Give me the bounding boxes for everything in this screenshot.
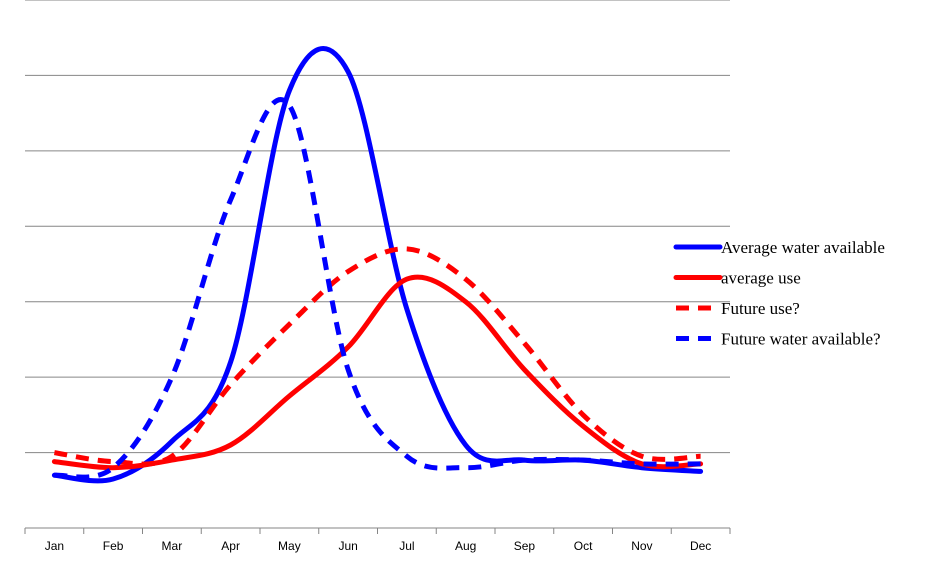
x-tick-labels: Jan Feb Mar Apr May Jun Jul Aug Sep Oct Nov Dec: [45, 539, 712, 553]
series-line-4: [54, 97, 701, 480]
x-tick-label: Sep: [514, 539, 536, 553]
x-tick-label: Feb: [103, 539, 124, 553]
x-tick-label: Nov: [631, 539, 652, 553]
legend-label-3: Future use?: [721, 299, 800, 318]
series-line-1: [51, 46, 704, 484]
gridlines: [25, 0, 730, 454]
x-tick-label: Jun: [338, 539, 357, 553]
series-line-3: [53, 246, 701, 467]
series-line-2: [51, 274, 704, 471]
x-tick-label: Jul: [399, 539, 414, 553]
series-lines: [51, 46, 704, 484]
legend-label-4: Future water available?: [721, 330, 881, 349]
legend-label-1: Average water available: [721, 238, 885, 257]
x-axis: [24, 527, 731, 534]
x-tick-label: Mar: [162, 539, 183, 553]
x-tick-label: Oct: [574, 539, 593, 553]
x-tick-label: Aug: [455, 539, 476, 553]
legend: Average water available average use Future…: [673, 238, 885, 349]
x-tick-label: Jan: [45, 539, 64, 553]
x-tick-label: May: [278, 539, 301, 553]
x-tick-label: Dec: [690, 539, 711, 553]
x-tick-label: Apr: [221, 539, 240, 553]
legend-label-2: average use: [721, 269, 801, 288]
